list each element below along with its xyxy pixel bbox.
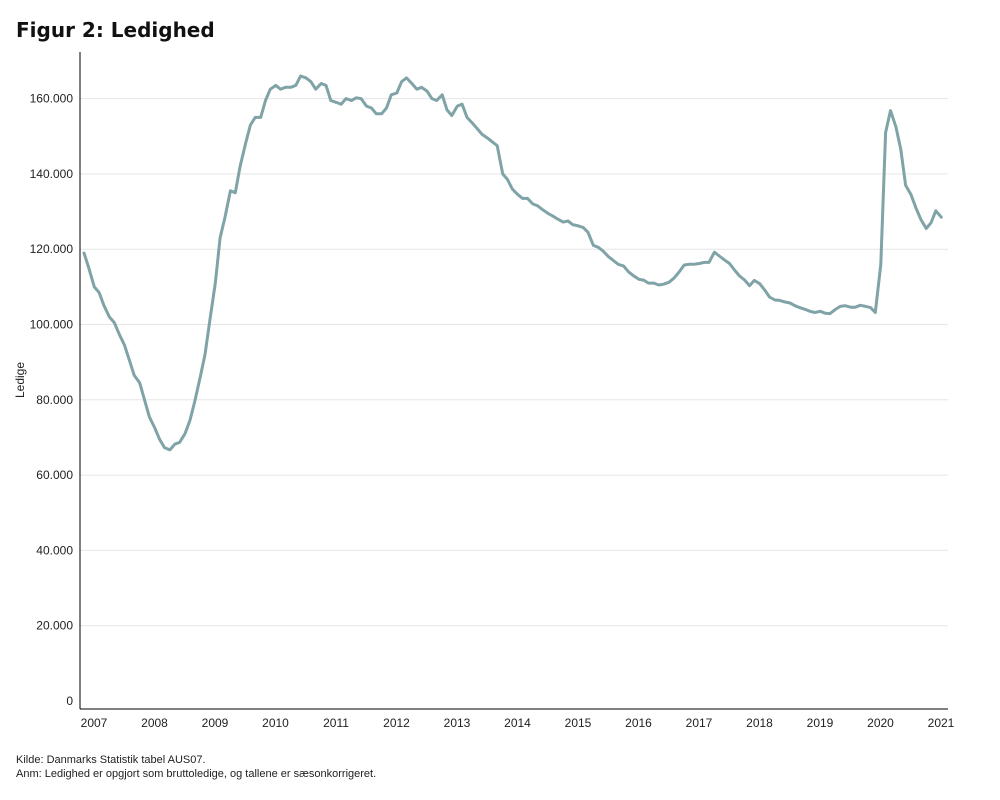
x-tick-label: 2012: [383, 716, 410, 730]
x-tick-label: 2009: [202, 716, 229, 730]
x-tick-label: 2010: [262, 716, 289, 730]
y-tick-labels: 0 20.000 40.000 60.000 80.000 100.000 120.000 1…: [30, 92, 74, 708]
x-tick-label: 2007: [81, 716, 108, 730]
x-tick-label: 2011: [323, 716, 349, 730]
y-tick-label: 120.000: [30, 242, 74, 256]
x-tick-label: 2015: [565, 716, 592, 730]
series-line-ledige: [82, 74, 943, 452]
y-tick-label: 40.000: [36, 543, 73, 557]
x-tick-label: 2016: [625, 716, 652, 730]
x-tick-labels: 2007 2008 2009 2010 2011 2012 2013 2014 2015 2016…: [81, 716, 955, 730]
footer: Kilde: Danmarks Statistik tabel AUS07. A…: [16, 753, 376, 781]
gridlines: [80, 98, 948, 627]
chart-title: Figur 2: Ledighed: [16, 18, 215, 42]
source-note: Kilde: Danmarks Statistik tabel AUS07.: [16, 754, 206, 766]
y-tick-label: 20.000: [36, 619, 73, 633]
y-tick-label: 100.000: [30, 318, 74, 332]
x-tick-label: 2017: [686, 716, 713, 730]
axes: [79, 52, 948, 710]
x-tick-label: 2008: [141, 716, 168, 730]
x-tick-label: 2014: [504, 716, 531, 730]
annotation-note: Anm: Ledighed er opgjort som bruttoledig…: [16, 768, 377, 780]
y-tick-label: 0: [66, 694, 73, 708]
y-tick-label: 60.000: [36, 468, 73, 482]
y-axis-label: Ledige: [13, 362, 27, 398]
y-tick-label: 140.000: [30, 167, 74, 181]
x-tick-label: 2020: [867, 716, 894, 730]
x-tick-label: 2013: [444, 716, 471, 730]
y-tick-label: 160.000: [30, 92, 74, 106]
x-tick-label: 2021: [928, 716, 955, 730]
x-tick-label: 2018: [746, 716, 773, 730]
y-tick-label: 80.000: [36, 393, 73, 407]
x-tick-label: 2019: [807, 716, 834, 730]
